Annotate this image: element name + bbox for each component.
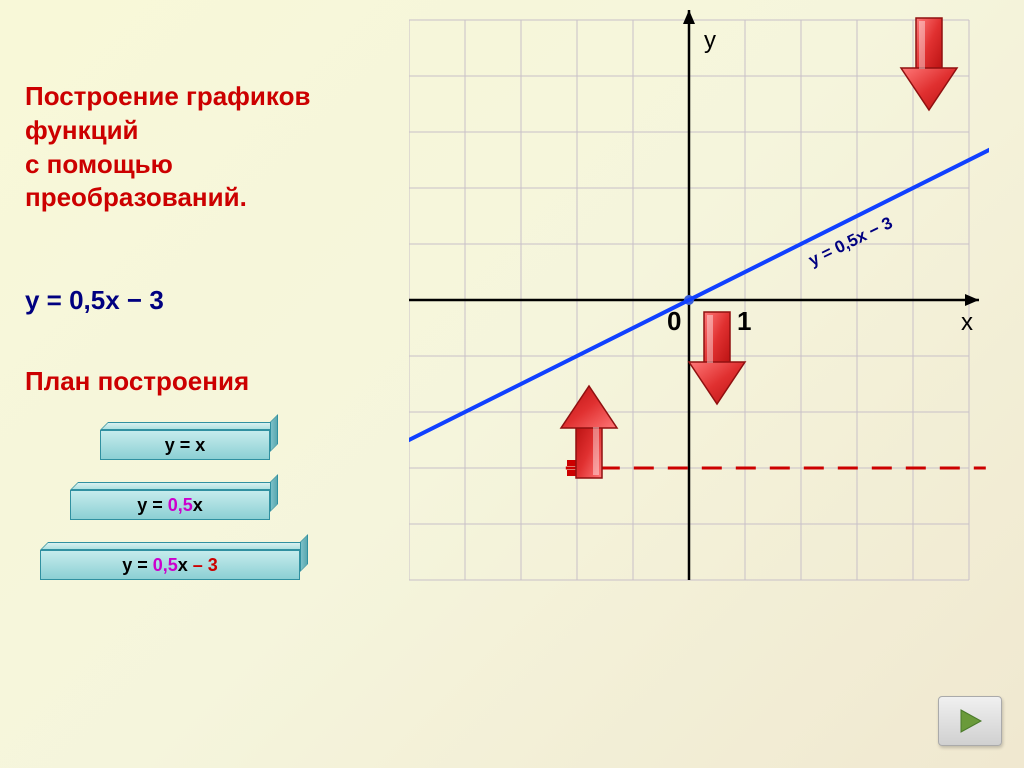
svg-text:y = 0,5x − 3: y = 0,5x − 3 [806, 213, 896, 270]
title-line-3: с помощью [25, 149, 173, 179]
next-button[interactable] [938, 696, 1002, 746]
formula-part: y = [137, 495, 168, 516]
svg-text:1: 1 [737, 306, 751, 336]
formula-part: y = [165, 435, 196, 456]
formula-part: x [195, 435, 205, 456]
formula-part: x [193, 495, 203, 516]
plan-step-box-2: y = 0,5x [70, 482, 278, 520]
slide-title: Построение графиков функций с помощью пр… [25, 80, 365, 215]
svg-text:x: x [961, 309, 973, 336]
title-line-1: Построение графиков [25, 81, 310, 111]
left-panel: Построение графиков функций с помощью пр… [25, 80, 365, 602]
svg-text:0: 0 [667, 306, 681, 336]
formula-part: x [178, 555, 193, 576]
formula-part: 0,5 [153, 555, 178, 576]
formula-part: y = [122, 555, 153, 576]
plan-step-box-3: y = 0,5x – 3 [40, 542, 308, 580]
formula-part: 0,5 [168, 495, 193, 516]
chart-svg: y x 0 1 y = 0,5x − 3 [409, 10, 989, 630]
title-line-2: функций [25, 115, 139, 145]
plan-boxes: y = xy = 0,5xy = 0,5x – 3 [25, 422, 365, 580]
next-triangle [961, 710, 981, 732]
chart-area: y x 0 1 y = 0,5x − 3 [409, 10, 989, 635]
plan-step-box-1: y = x [100, 422, 278, 460]
plan-subtitle: План построения [25, 366, 365, 397]
svg-text:y: y [704, 27, 716, 54]
next-arrow-icon [955, 706, 985, 736]
formula-part: – 3 [193, 555, 218, 576]
main-formula: y = 0,5x − 3 [25, 285, 365, 316]
title-line-4: преобразований. [25, 182, 247, 212]
